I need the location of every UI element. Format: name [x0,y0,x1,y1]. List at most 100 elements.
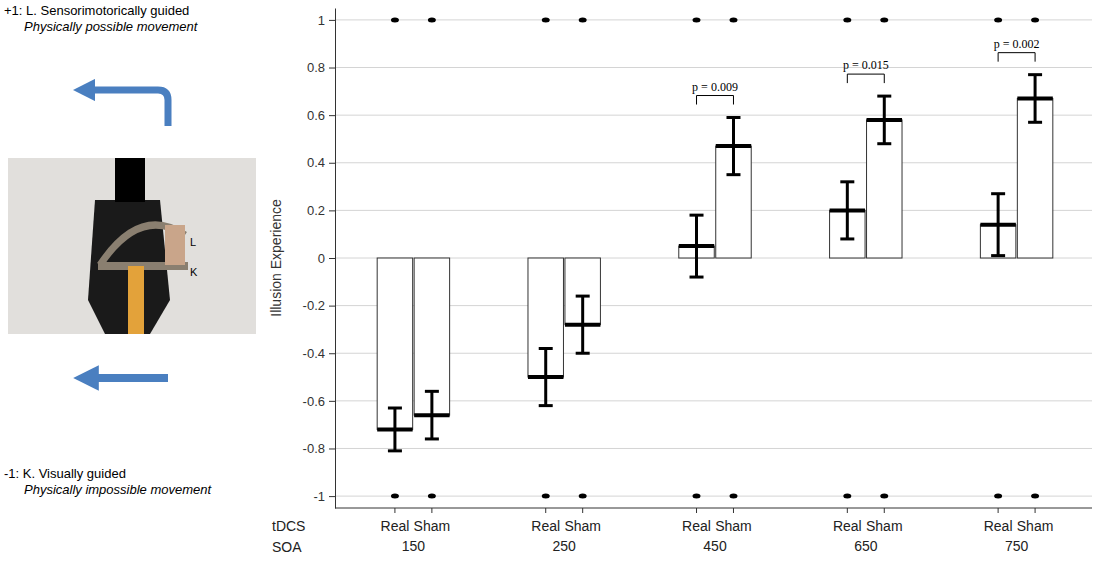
x-minor-tick [847,508,848,513]
y-tick-mark [329,68,335,69]
y-tick: 0.2 [307,203,335,218]
photo-label: L [190,236,196,248]
y-tick-mark [329,448,335,449]
p-value-label: p = 0.009 [692,80,738,94]
response-dot [843,17,851,22]
error-bar-cap [991,192,1005,195]
series-label: Real [833,518,862,534]
series-label: Real [531,518,560,534]
photo-background [8,158,256,334]
category-row-title: SOA [272,539,302,555]
y-axis-title: Illusion Experience [268,199,284,317]
series-label: Sham [1017,518,1054,534]
error-bar-cap [1028,73,1042,76]
y-tick: -0.4 [303,346,335,361]
mean-line [528,375,563,379]
response-dot [880,494,888,499]
y-tick: 0.8 [307,60,335,75]
y-tick: -0.2 [303,298,335,313]
y-tick-mark [329,401,335,402]
y-axis-line [335,9,336,509]
series-labels: RealShamRealShamRealShamRealShamRealSham [381,508,1054,534]
bar [377,258,412,429]
x-minor-tick [696,508,697,513]
x-tick-label: 750 [1005,538,1029,554]
series-label: Sham [414,518,451,534]
x-minor-tick [998,508,999,513]
x-axis: 150250450650750 [335,508,1092,554]
top-label: +1: L. Sensorimotorically guided [4,3,189,18]
response-dot [729,17,737,22]
error-bar-cap [425,437,439,440]
y-tick: 0 [318,251,335,266]
error-bar-cap [388,407,402,410]
x-tick-label: 650 [854,538,878,554]
x-minor-tick [545,508,546,513]
response-dot [693,17,701,22]
mean-line [830,208,865,212]
y-tick-mark [329,353,335,354]
error-bar-cap [877,142,891,145]
response-dot [880,17,888,22]
response-dot [391,17,399,22]
y-tick-mark [329,20,335,21]
y-tick-label: -1 [313,489,325,504]
mean-line [377,427,412,431]
x-minor-tick [884,508,885,513]
response-dot [391,494,399,499]
grid [335,20,1092,496]
response-dot [994,494,1002,499]
response-dot [1031,494,1039,499]
response-dot [729,494,737,499]
grid-line [335,67,1092,68]
y-tick: -1 [313,489,335,504]
series-label: Real [682,518,711,534]
straight-arrow [86,374,168,382]
y-tick-label: -0.4 [303,346,325,361]
top-detail: Physically possible movement [24,19,199,34]
significance-bracket [998,53,1035,62]
orange-strip [128,266,144,334]
x-minor-tick [582,508,583,513]
error-bar-cap [539,347,553,350]
series-label: Real [381,518,410,534]
x-minor-tick [394,508,395,513]
error-bar-cap [991,254,1005,257]
error-bar-cap [388,449,402,452]
error-bar-cap [726,173,740,176]
chart-root: +1: L. Sensorimotorically guidedPhysical… [0,0,1105,567]
x-minor-tick [733,508,734,513]
y-tick-label: 0.6 [307,108,325,123]
response-dot [843,494,851,499]
series-label: Sham [866,518,903,534]
y-tick-label: 0 [318,251,325,266]
grid-line [335,448,1092,449]
x-tick-label: 150 [402,538,426,554]
grid-line [335,162,1092,163]
bottom-label: -1: K. Visually guided [4,466,126,481]
y-tick-mark [329,163,335,164]
marks [377,17,1053,498]
arm [165,225,185,265]
y-tick: -0.8 [303,441,335,456]
y-tick-label: 0.8 [307,60,325,75]
y-tick-mark [329,210,335,211]
bottom-detail: Physically impossible movement [24,482,213,497]
response-dot [1031,17,1039,22]
x-tick-label: 450 [703,538,727,554]
response-dot [542,494,550,499]
mean-line [867,118,902,122]
y-tick: 0.6 [307,108,335,123]
y-tick-label: 0.2 [307,203,325,218]
annotations: p = 0.009p = 0.015p = 0.002 [692,37,1039,105]
series-label: Real [984,518,1013,534]
series-label: Sham [715,518,752,534]
x-minor-tick [1035,508,1036,513]
y-tick-label: -0.6 [303,394,325,409]
y-tick: 0.4 [307,155,335,170]
error-bar-cap [539,404,553,407]
y-tick-label: 0.4 [307,155,325,170]
y-tick-mark [329,306,335,307]
y-tick-mark [329,115,335,116]
mean-line [679,244,714,248]
